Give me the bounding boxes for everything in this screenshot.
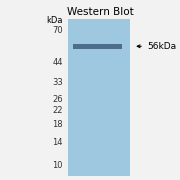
Text: 10: 10: [53, 161, 63, 170]
Text: 33: 33: [52, 78, 63, 87]
Bar: [68, 19, 130, 176]
Text: 22: 22: [53, 106, 63, 115]
Text: 56kDa: 56kDa: [148, 42, 177, 51]
Text: kDa: kDa: [46, 16, 63, 25]
Text: 26: 26: [52, 95, 63, 104]
Text: 44: 44: [53, 58, 63, 68]
Text: 18: 18: [52, 120, 63, 129]
Text: 14: 14: [53, 138, 63, 147]
Bar: [73, 44, 122, 49]
Text: Western Blot: Western Blot: [68, 7, 134, 17]
Text: 70: 70: [52, 26, 63, 35]
